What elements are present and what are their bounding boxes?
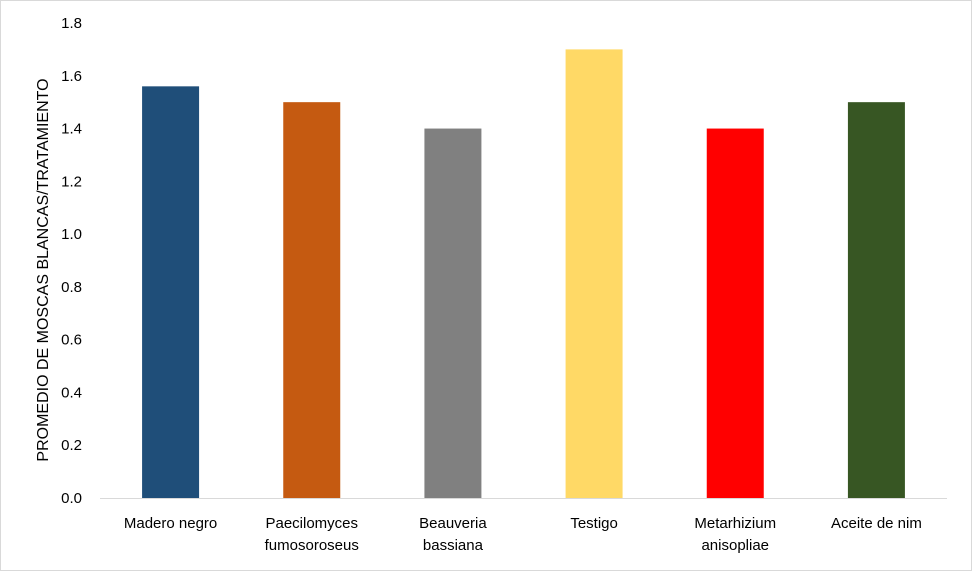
y-tick-label: 1.2 xyxy=(61,173,82,190)
y-tick-label: 0.6 xyxy=(61,332,82,349)
y-tick-label: 1.0 xyxy=(61,226,82,243)
y-tick-label: 1.6 xyxy=(61,68,82,85)
y-axis-label: PROMEDIO DE MOSCAS BLANCAS/TRATAMIENTO xyxy=(35,78,52,461)
bar xyxy=(142,86,200,498)
x-category-label: anisopliae xyxy=(701,537,769,554)
y-tick-label: 1.8 xyxy=(61,15,82,32)
y-tick-label: 0.4 xyxy=(61,384,82,401)
y-tick-label: 0.2 xyxy=(61,437,82,454)
x-category-label: bassiana xyxy=(423,537,484,554)
bar xyxy=(847,102,905,499)
x-category-label: Madero negro xyxy=(124,515,217,532)
y-tick-label: 0.8 xyxy=(61,279,82,296)
bar xyxy=(706,128,764,499)
x-category-label: Metarhizium xyxy=(694,515,776,532)
x-category-label: fumosoroseus xyxy=(265,537,359,554)
y-tick-label: 1.4 xyxy=(61,121,82,138)
y-tick-label: 0.0 xyxy=(61,490,82,507)
bar xyxy=(565,49,623,499)
x-category-label: Testigo xyxy=(570,515,618,532)
x-axis-categories: Madero negro Paecilomyces fumosoroseus Beau… xyxy=(124,515,922,554)
x-category-label: Beauveria xyxy=(419,515,487,532)
y-axis-ticks: 0.0 0.2 0.4 0.6 0.8 1.0 1.2 1.4 1.6 1.8 xyxy=(61,15,82,507)
bar xyxy=(283,102,341,499)
bar xyxy=(424,128,482,499)
x-category-label: Aceite de nim xyxy=(831,515,922,532)
bars xyxy=(142,49,905,499)
x-category-label: Paecilomyces xyxy=(265,515,358,532)
